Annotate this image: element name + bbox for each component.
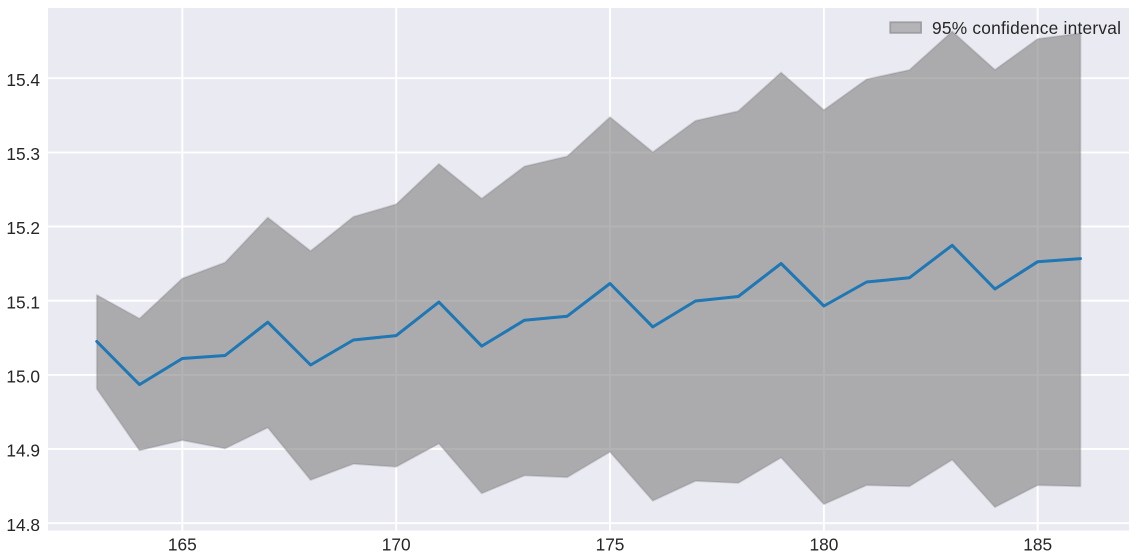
svg-text:185: 185 <box>1023 534 1052 554</box>
svg-text:14.8: 14.8 <box>6 515 40 535</box>
svg-text:180: 180 <box>809 534 838 554</box>
svg-text:15.4: 15.4 <box>6 70 40 90</box>
svg-text:170: 170 <box>382 534 411 554</box>
svg-text:15.3: 15.3 <box>6 144 40 164</box>
svg-text:175: 175 <box>596 534 625 554</box>
svg-text:165: 165 <box>168 534 197 554</box>
svg-text:15.1: 15.1 <box>6 292 40 312</box>
svg-text:15.2: 15.2 <box>6 218 40 238</box>
svg-text:15.0: 15.0 <box>6 367 40 387</box>
svg-text:95% confidence interval: 95% confidence interval <box>932 18 1121 38</box>
svg-text:14.9: 14.9 <box>6 441 40 461</box>
